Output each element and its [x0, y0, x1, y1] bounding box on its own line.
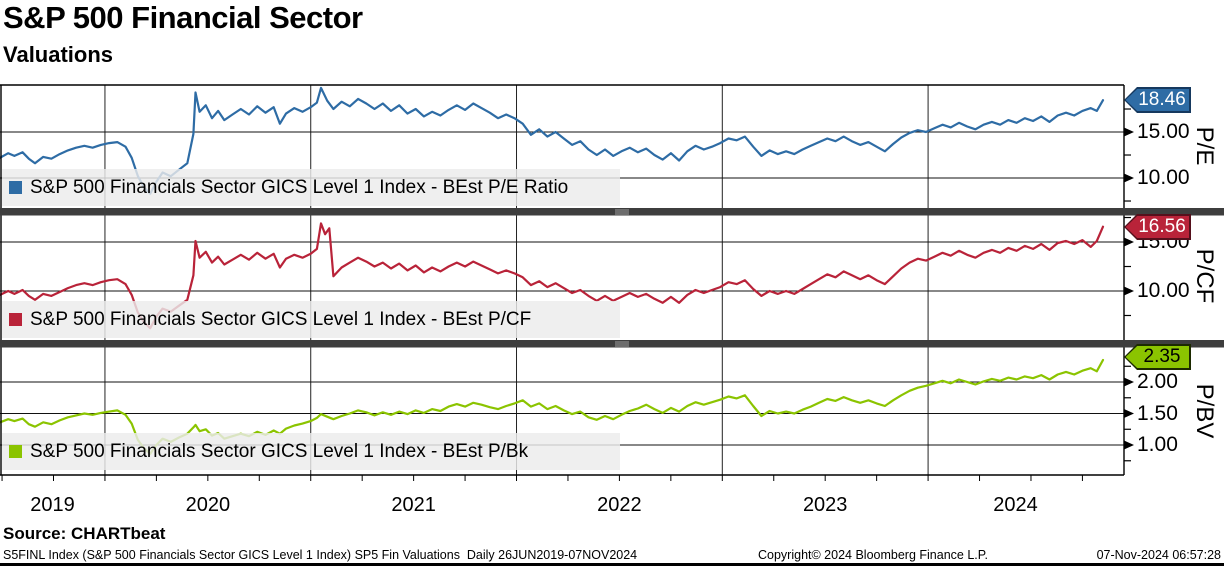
x-axis-year-label: 2024 [993, 494, 1038, 516]
x-axis-year-label: 2022 [597, 494, 642, 516]
y-axis-tick-label: 2.00 [1137, 370, 1178, 394]
last-value-tag-pbv: 2.35 [1124, 344, 1191, 370]
legend-swatch-pcf-icon [9, 313, 22, 326]
legend-swatch-pe-icon [9, 181, 22, 194]
last-value-tag-pe: 18.46 [1124, 87, 1191, 113]
x-axis-year-label: 2021 [391, 494, 436, 516]
legend-pe: S&P 500 Financials Sector GICS Level 1 I… [2, 169, 620, 206]
y-axis-title-pcf: P/CF [1191, 248, 1218, 304]
footer-copyright: Copyright© 2024 Bloomberg Finance L.P. [758, 548, 988, 562]
source-line: Source: CHARTbeat [3, 524, 166, 543]
y-axis-tick-label: 1.00 [1137, 433, 1178, 457]
footer-timestamp: 07-Nov-2024 06:57:28 [1096, 548, 1221, 562]
x-axis-year-label: 2019 [30, 494, 75, 516]
legend-pcf: S&P 500 Financials Sector GICS Level 1 I… [2, 301, 620, 338]
y-axis-title-pe: P/E [1191, 126, 1218, 166]
legend-label-pcf: S&P 500 Financials Sector GICS Level 1 I… [30, 308, 532, 330]
legend-label-pe: S&P 500 Financials Sector GICS Level 1 I… [30, 176, 569, 198]
x-axis-year-label: 2023 [802, 494, 848, 516]
y-axis-tick-label: 10.00 [1137, 278, 1190, 302]
bottom-border [0, 563, 1224, 566]
last-value-pcf: 16.56 [1138, 216, 1186, 237]
legend-label-pbv: S&P 500 Financials Sector GICS Level 1 I… [30, 440, 529, 462]
y-axis-title-pbv: P/BV [1191, 383, 1218, 439]
page-subtitle: Valuations [3, 42, 114, 67]
footer-ticker-info: S5FINL Index (S&P 500 Financials Sector … [3, 548, 638, 562]
y-axis-tick-label: 10.00 [1137, 166, 1190, 190]
y-axis-tick-label: 15.00 [1137, 120, 1190, 143]
y-axis-tick-label: 1.50 [1137, 401, 1178, 425]
last-value-pe: 18.46 [1138, 89, 1186, 110]
legend-swatch-pbv-icon [9, 445, 22, 458]
legend-pbv: S&P 500 Financials Sector GICS Level 1 I… [2, 433, 620, 470]
x-axis-year-label: 2020 [185, 494, 231, 516]
page-title: S&P 500 Financial Sector [3, 0, 363, 35]
last-value-tag-pcf: 16.56 [1124, 214, 1191, 240]
last-value-pbv: 2.35 [1143, 346, 1181, 367]
